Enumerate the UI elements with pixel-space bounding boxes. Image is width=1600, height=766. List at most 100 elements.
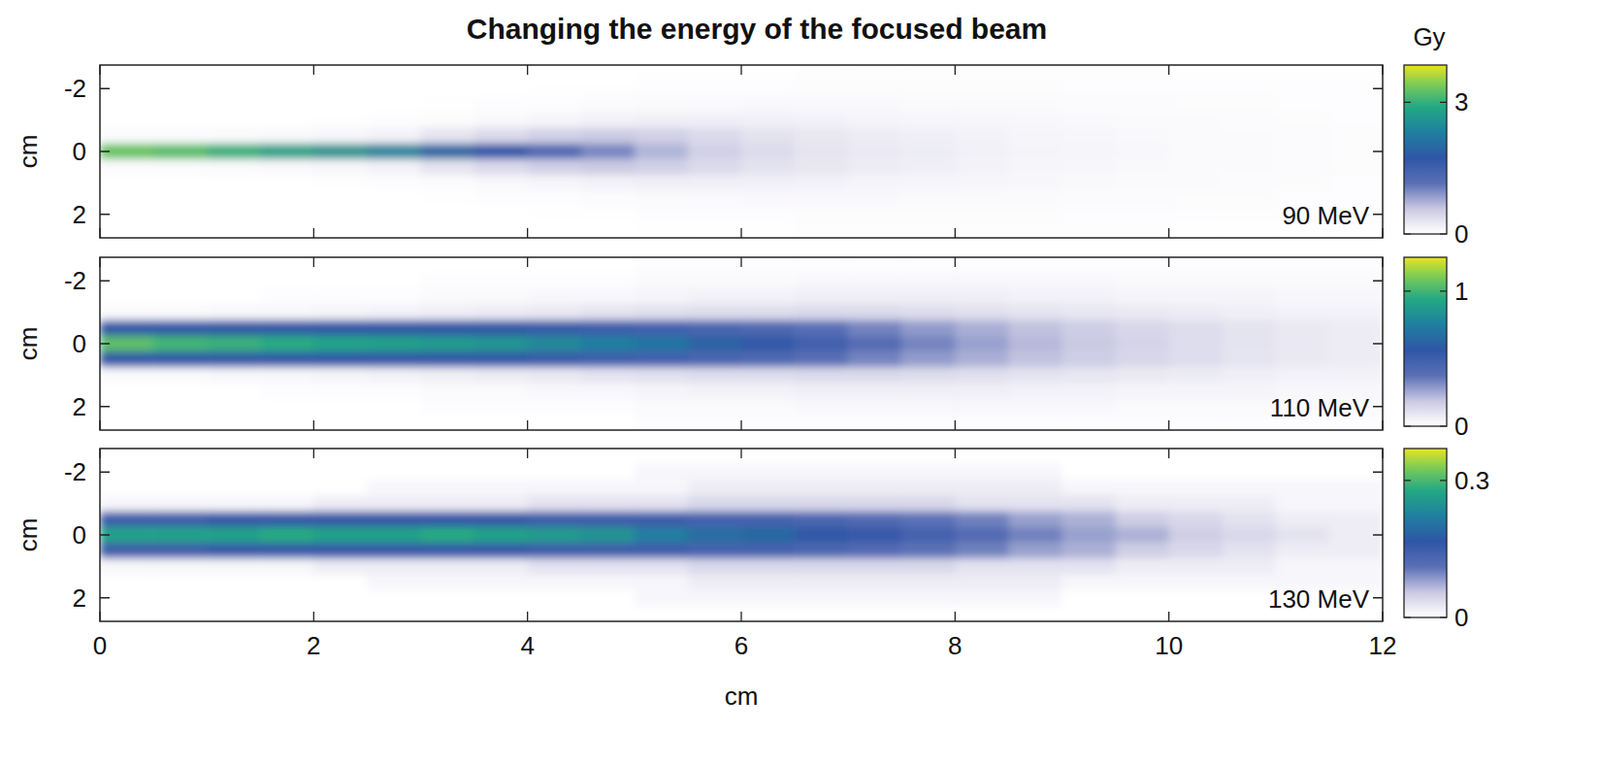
heat-cell bbox=[206, 65, 262, 82]
heat-cell bbox=[581, 272, 636, 290]
heat-cell bbox=[1222, 112, 1277, 130]
heat-cell bbox=[954, 96, 1010, 113]
heat-cell bbox=[1222, 190, 1277, 207]
heat-cell bbox=[634, 463, 689, 481]
heat-cell bbox=[954, 511, 1010, 528]
heat-cell bbox=[313, 335, 368, 353]
heat-cell bbox=[1062, 304, 1117, 322]
heat-cell bbox=[153, 288, 208, 305]
heat-cell bbox=[1169, 272, 1224, 290]
heat-cell bbox=[260, 542, 315, 559]
heat-cell bbox=[1329, 65, 1383, 82]
heat-cell bbox=[421, 463, 476, 481]
x-tick-label: 2 bbox=[306, 630, 321, 660]
heat-cell bbox=[848, 222, 903, 238]
y-tick-label: -2 bbox=[64, 73, 87, 103]
heat-cell bbox=[848, 448, 903, 465]
heat-cell bbox=[634, 398, 689, 416]
heat-cell bbox=[848, 557, 903, 575]
heat-cell bbox=[1115, 174, 1171, 192]
heat-cell bbox=[634, 448, 689, 465]
heat-cell bbox=[421, 80, 476, 98]
frame bbox=[99, 448, 1383, 621]
heat-cell bbox=[1329, 320, 1383, 337]
heat-cell bbox=[1008, 511, 1063, 528]
colorbar bbox=[1404, 257, 1447, 426]
heat-cell bbox=[581, 557, 636, 575]
heat-cell bbox=[260, 526, 315, 544]
heat-cell bbox=[848, 366, 903, 384]
heat-cell bbox=[741, 526, 796, 544]
heat-cell bbox=[1222, 96, 1277, 113]
title: Changing the energy of the focused beam bbox=[466, 12, 1047, 45]
heat-cell bbox=[901, 526, 956, 544]
heat-cell bbox=[1329, 112, 1383, 130]
heat-cell bbox=[687, 96, 743, 113]
heat-cell bbox=[1115, 414, 1171, 430]
heat-cell bbox=[1275, 526, 1331, 544]
heat-cell bbox=[901, 414, 956, 430]
heat-cell bbox=[153, 206, 208, 224]
heat-cell bbox=[1115, 589, 1171, 607]
x-tick bbox=[1168, 65, 1170, 238]
heat-cell bbox=[687, 366, 743, 384]
heat-cell bbox=[634, 351, 689, 368]
plot-area bbox=[99, 448, 1383, 621]
heat-cell bbox=[99, 542, 155, 559]
heat-cell bbox=[634, 335, 689, 353]
heat-cell bbox=[741, 159, 796, 176]
heat-cell bbox=[313, 65, 368, 82]
heat-cell bbox=[848, 159, 903, 176]
heat-cell bbox=[1062, 272, 1117, 290]
heat-cell bbox=[687, 128, 743, 145]
heat-cell bbox=[260, 366, 315, 384]
heat-cell bbox=[527, 65, 583, 82]
heat-cell bbox=[1275, 288, 1331, 305]
heat-cell bbox=[474, 542, 529, 559]
heat-cell bbox=[153, 304, 208, 322]
heat-cell bbox=[474, 112, 529, 130]
heat-cell bbox=[848, 335, 903, 353]
heat-cell bbox=[206, 511, 262, 528]
heat-cell bbox=[527, 398, 583, 416]
panel-label: 110 MeV bbox=[1270, 392, 1371, 423]
heat-cell bbox=[848, 414, 903, 430]
heat-cell bbox=[741, 398, 796, 416]
heat-cell bbox=[474, 304, 529, 322]
heat-cell bbox=[848, 272, 903, 290]
heat-cell bbox=[1329, 304, 1383, 322]
heat-cell bbox=[1222, 143, 1277, 161]
x-tick bbox=[313, 65, 315, 238]
heat-cell bbox=[1222, 257, 1277, 274]
heat-cell bbox=[581, 143, 636, 161]
heat-cell bbox=[421, 222, 476, 238]
heat-cell bbox=[848, 589, 903, 607]
heat-cell bbox=[421, 589, 476, 607]
heat-cell bbox=[260, 589, 315, 607]
heat-cell bbox=[794, 143, 849, 161]
heat-cell bbox=[474, 320, 529, 337]
heat-cell bbox=[794, 495, 849, 513]
heat-cell bbox=[1329, 96, 1383, 113]
heat-cell bbox=[687, 573, 743, 590]
heat-cell bbox=[366, 112, 422, 130]
heat-cell bbox=[687, 320, 743, 337]
heat-cell bbox=[954, 495, 1010, 513]
heat-cell bbox=[313, 288, 368, 305]
heat-cell bbox=[1062, 335, 1117, 353]
heat-cell bbox=[1008, 80, 1063, 98]
heat-cell bbox=[1275, 448, 1331, 465]
heat-cell bbox=[954, 479, 1010, 496]
heat-cell bbox=[260, 272, 315, 290]
heat-cell bbox=[901, 128, 956, 145]
heat-cell bbox=[634, 414, 689, 430]
heat-cell bbox=[527, 174, 583, 192]
heat-cell bbox=[99, 96, 155, 113]
heat-cell bbox=[153, 542, 208, 559]
heat-cell bbox=[1008, 366, 1063, 384]
heat-cell bbox=[848, 206, 903, 224]
heat-cell bbox=[153, 272, 208, 290]
heat-cell bbox=[634, 96, 689, 113]
heat-cell bbox=[901, 257, 956, 274]
heat-cell bbox=[153, 605, 208, 621]
